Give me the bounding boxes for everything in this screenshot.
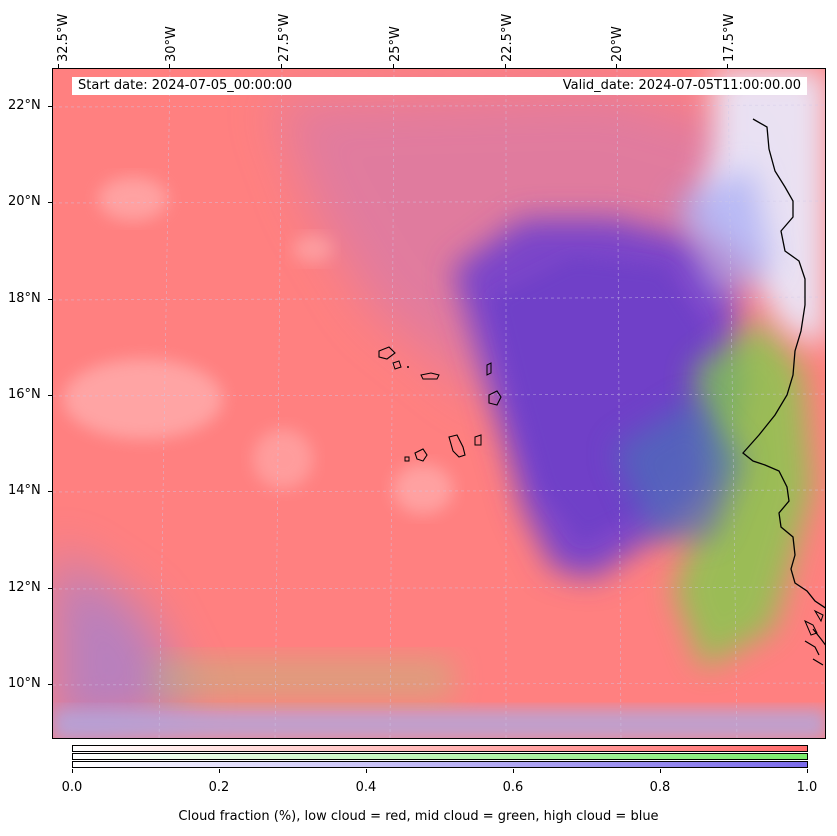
lon-label-25w: 25°W <box>388 26 403 62</box>
lon-tick <box>393 64 394 68</box>
light-patch <box>253 429 313 489</box>
light-patch <box>63 359 223 439</box>
colorbar-high-cloud <box>72 761 808 768</box>
colorbar-tick-label-0: 0.0 <box>61 780 83 795</box>
light-patch <box>293 235 333 263</box>
island-sal <box>486 362 492 376</box>
colorbar-tick <box>807 769 808 773</box>
colorbar-tick-label-4: 0.8 <box>649 780 671 795</box>
coastline-africa <box>742 118 825 609</box>
lon-label-20w: 20°W <box>610 26 625 62</box>
lon-tick <box>281 64 282 68</box>
colorbar-caption: Cloud fraction (%), low cloud = red, mid… <box>178 809 659 824</box>
colorbar-tick-label-2: 0.4 <box>355 780 377 795</box>
valid-date-label: Valid_date: 2024-07-05T11:00:00.00 <box>562 78 801 93</box>
lon-label-17-5w: 17.5°W <box>722 13 737 62</box>
lon-tick <box>505 64 506 68</box>
colorbar <box>72 745 808 769</box>
lat-label-22n: 22°N <box>8 98 41 113</box>
bottom-band <box>53 709 825 738</box>
colorbar-tick-label-3: 0.6 <box>502 780 524 795</box>
island-sao-nicolau <box>420 372 440 380</box>
light-patch <box>393 464 453 514</box>
lat-label-12n: 12°N <box>8 580 41 595</box>
lon-tick <box>58 64 59 68</box>
colorbar-tick <box>219 769 220 773</box>
colorbar-tick-label-5: 1.0 <box>796 780 818 795</box>
lat-tick <box>48 588 52 589</box>
island-maio <box>474 434 482 446</box>
coastline-bijagos <box>804 609 824 636</box>
colorbar-tick <box>366 769 367 773</box>
mid-cloud-blue-mix <box>613 399 743 539</box>
island-santiago <box>448 434 466 458</box>
lon-label-27-5w: 27.5°W <box>277 13 292 62</box>
cloud-fraction-map <box>52 68 826 739</box>
island-santo-antao <box>378 346 396 360</box>
island-fogo <box>414 448 428 462</box>
map-canvas <box>53 69 825 738</box>
lat-label-16n: 16°N <box>8 387 41 402</box>
graticule <box>53 69 825 738</box>
colorbar-tick <box>72 769 73 773</box>
lon-label-30w: 30°W <box>164 26 179 62</box>
island-brava <box>404 456 410 462</box>
lon-tick <box>727 64 728 68</box>
lat-label-20n: 20°N <box>8 194 41 209</box>
colorbar-tick-label-1: 0.2 <box>208 780 230 795</box>
lat-label-10n: 10°N <box>8 676 41 691</box>
lat-tick <box>48 299 52 300</box>
lat-label-18n: 18°N <box>8 291 41 306</box>
lat-tick <box>48 395 52 396</box>
coastline-guinea <box>804 628 825 666</box>
lon-tick <box>169 64 170 68</box>
lat-tick <box>48 491 52 492</box>
lat-tick <box>48 202 52 203</box>
bottom-band-green <box>153 659 453 699</box>
island-boa-vista <box>488 390 502 406</box>
colorbar-low-cloud <box>72 745 808 752</box>
mid-cloud-coast <box>673 319 813 669</box>
light-patch <box>98 177 168 221</box>
start-date-label: Start date: 2024-07-05_00:00:00 <box>78 78 293 93</box>
lon-label-22-5w: 22.5°W <box>500 13 515 62</box>
lon-tick <box>616 64 617 68</box>
colorbar-mid-cloud <box>72 753 808 760</box>
colorbar-tick <box>513 769 514 773</box>
lat-tick <box>48 106 52 107</box>
info-bar: Start date: 2024-07-05_00:00:00 Valid_da… <box>72 77 807 95</box>
island-sao-vicente <box>392 360 402 370</box>
lat-label-14n: 14°N <box>8 483 41 498</box>
colorbar-tick <box>660 769 661 773</box>
lat-tick <box>48 684 52 685</box>
lon-label-32-5w: 32.5°W <box>56 13 71 62</box>
blue-haze-ne <box>673 169 773 299</box>
